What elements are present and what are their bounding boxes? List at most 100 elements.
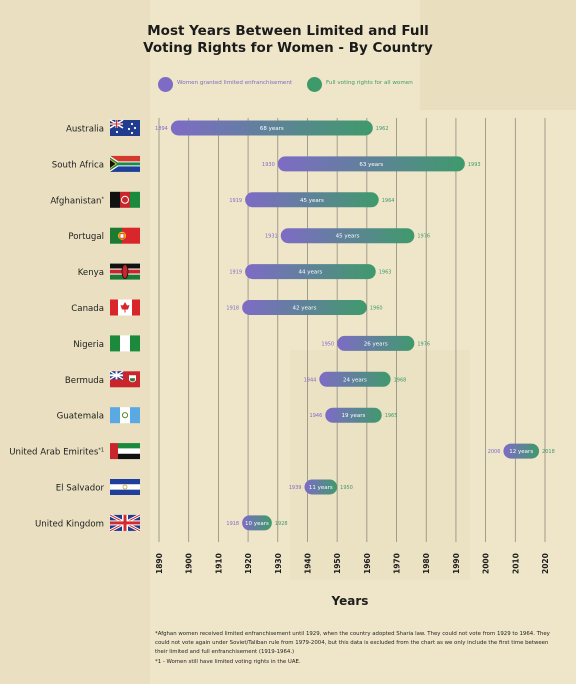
chart-row-canada: Canada 42 years 1918 1960 xyxy=(71,299,383,316)
start-year-label: 1894 xyxy=(155,126,168,132)
x-tick-label: 1940 xyxy=(303,553,312,574)
start-year-label: 1931 xyxy=(265,234,278,240)
legend-swatch-limited xyxy=(158,77,173,92)
end-year-label: 1960 xyxy=(370,306,383,312)
x-tick-label: 1990 xyxy=(452,553,461,574)
duration-label: 12 years xyxy=(509,449,533,455)
x-tick-label: 1900 xyxy=(185,553,194,574)
x-axis-ticks: 1890 1900 1910 1920 1930 1940 1950 1960 1970 1980… xyxy=(155,553,550,574)
footnote-uae: *1 - Women still have limited voting rig… xyxy=(155,659,301,665)
duration-label: 26 years xyxy=(364,341,388,347)
flag-portugal-icon xyxy=(110,227,140,244)
start-year-label: 1944 xyxy=(304,377,317,383)
range-bar xyxy=(337,335,415,351)
country-label: Afghanistan* xyxy=(50,196,104,206)
flag-bermuda-icon xyxy=(109,370,140,388)
country-label: El Salvador xyxy=(56,484,105,494)
range-bar xyxy=(325,407,382,423)
flag-canada-icon xyxy=(110,299,140,316)
flag-afghanistan-icon xyxy=(110,191,140,208)
start-year-label: 1918 xyxy=(226,521,239,527)
range-bar xyxy=(245,264,376,280)
country-label: Bermuda xyxy=(65,376,104,386)
start-year-label: 1919 xyxy=(229,270,242,276)
end-year-label: 1963 xyxy=(379,270,392,276)
end-year-label: 1965 xyxy=(385,413,398,419)
x-tick-label: 1910 xyxy=(214,553,223,574)
range-bar xyxy=(245,192,379,208)
range-bar xyxy=(170,120,373,136)
range-bar-chart: 1890 1900 1910 1920 1930 1940 1950 1960 1970 1980… xyxy=(9,118,555,574)
duration-label: 10 years xyxy=(245,521,269,527)
x-tick-label: 2020 xyxy=(541,553,550,574)
x-tick-label: 1950 xyxy=(333,553,342,574)
end-year-label: 1976 xyxy=(417,234,430,240)
country-label: Nigeria xyxy=(73,340,104,350)
end-year-label: 1964 xyxy=(382,198,395,204)
end-year-label: 1950 xyxy=(340,485,353,491)
start-year-label: 1919 xyxy=(229,198,242,204)
duration-label: 45 years xyxy=(336,234,360,240)
flag-el-salvador-icon xyxy=(110,479,140,495)
country-label: Canada xyxy=(71,304,104,314)
x-tick-label: 1890 xyxy=(155,553,164,574)
end-year-label: 1968 xyxy=(394,377,407,383)
chart-row-kenya: Kenya 44 years 1919 1963 xyxy=(78,263,392,280)
duration-label: 68 years xyxy=(260,126,284,132)
flag-australia-icon xyxy=(109,119,140,136)
duration-label: 63 years xyxy=(359,162,383,168)
range-bar xyxy=(503,443,540,459)
duration-label: 19 years xyxy=(342,413,366,419)
range-bar xyxy=(242,300,367,315)
end-year-label: 2018 xyxy=(542,449,555,455)
chart-row-united-arab-emirites: United Arab Emirites*1 12 years 2006 2018 xyxy=(9,443,555,460)
chart-row-portugal: Portugal 45 years 1931 1976 xyxy=(68,227,430,244)
chart-rows: Australia 68 years 1894 1962 South Africa 63 … xyxy=(9,119,555,533)
start-year-label: 2006 xyxy=(488,449,501,455)
flag-united-kingdom-icon xyxy=(109,513,141,533)
x-tick-label: 2000 xyxy=(482,553,491,574)
x-tick-label: 2010 xyxy=(511,553,520,574)
country-label: Kenya xyxy=(78,268,104,278)
chart-row-bermuda: Bermuda 24 years 1944 1968 xyxy=(65,370,407,388)
x-tick-label: 1980 xyxy=(422,553,431,574)
x-tick-label: 1920 xyxy=(244,553,253,574)
end-year-label: 1928 xyxy=(275,521,288,527)
flag-guatemala-icon xyxy=(110,407,140,424)
country-label: South Africa xyxy=(52,160,104,170)
x-tick-label: 1960 xyxy=(363,553,372,574)
start-year-label: 1930 xyxy=(262,162,275,168)
country-label: Guatemala xyxy=(57,412,104,422)
chart-row-el-salvador: El Salvador 11 years 1939 1950 xyxy=(56,479,353,495)
duration-label: 44 years xyxy=(298,270,322,276)
start-year-label: 1939 xyxy=(289,485,302,491)
legend-swatch-full xyxy=(307,77,322,92)
x-axis-label: Years xyxy=(331,594,369,608)
start-year-label: 1950 xyxy=(321,341,334,347)
range-bar xyxy=(277,156,465,172)
country-label: United Arab Emirites*1 xyxy=(9,448,104,458)
duration-label: 45 years xyxy=(300,198,324,204)
legend-label-limited: Women granted limited enfranchisement xyxy=(177,80,293,86)
chart-row-united-kingdom: United Kingdom 10 years 1918 1928 xyxy=(35,513,288,533)
flag-uae-icon xyxy=(110,443,140,460)
flag-nigeria-icon xyxy=(110,335,140,352)
country-label: United Kingdom xyxy=(35,519,104,529)
range-bar xyxy=(319,371,391,387)
flag-south-africa-icon xyxy=(110,155,140,172)
end-year-label: 1993 xyxy=(468,162,481,168)
duration-label: 42 years xyxy=(293,306,317,312)
range-bar xyxy=(304,479,338,495)
chart-row-south-africa: South Africa 63 years 1930 1993 xyxy=(52,155,481,172)
range-bar xyxy=(280,228,415,244)
chart-row-australia: Australia 68 years 1894 1962 xyxy=(66,119,389,136)
grid-lines xyxy=(158,118,546,542)
footnote-afghanistan: *Afghan women received limited enfranchi… xyxy=(155,631,550,655)
chart-row-guatemala: Guatemala 19 years 1946 1965 xyxy=(57,407,398,424)
chart-title-line-2: Voting Rights for Women - By Country xyxy=(143,40,433,56)
duration-label: 11 years xyxy=(309,485,333,491)
flag-kenya-icon xyxy=(110,263,140,280)
footnote-marker: *1 xyxy=(98,448,104,454)
country-label: Australia xyxy=(66,125,104,135)
end-year-label: 1976 xyxy=(417,341,430,347)
